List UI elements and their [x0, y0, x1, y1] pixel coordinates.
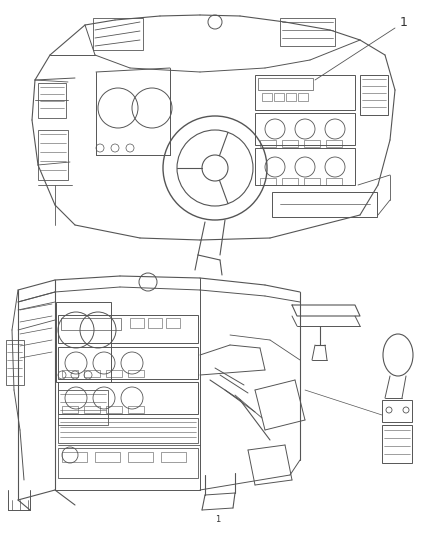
Bar	[255, 148, 355, 185]
Bar	[326, 178, 342, 185]
Bar	[62, 370, 78, 377]
Text: 1: 1	[400, 15, 408, 28]
Bar	[58, 390, 108, 425]
Bar	[304, 178, 320, 185]
Bar	[255, 75, 355, 110]
Bar	[95, 452, 120, 462]
Bar	[262, 93, 272, 101]
Bar	[38, 130, 68, 180]
Bar	[255, 113, 355, 145]
Bar	[304, 140, 320, 147]
Bar	[148, 318, 162, 328]
Bar	[58, 418, 198, 443]
Bar	[56, 302, 111, 382]
Bar	[62, 406, 78, 413]
Bar	[298, 93, 308, 101]
Bar	[272, 192, 377, 217]
Bar	[128, 370, 144, 377]
Bar	[360, 75, 388, 115]
Bar	[58, 347, 198, 379]
Bar	[58, 315, 198, 343]
Text: 1: 1	[215, 515, 221, 524]
Bar	[382, 400, 412, 422]
Bar	[274, 93, 284, 101]
Bar	[58, 382, 198, 414]
Bar	[260, 140, 276, 147]
Bar	[382, 425, 412, 463]
Bar	[166, 318, 180, 328]
Bar	[6, 340, 24, 385]
Bar	[106, 406, 122, 413]
Bar	[38, 83, 66, 118]
Bar	[130, 318, 144, 328]
Bar	[258, 78, 313, 90]
Bar	[286, 93, 296, 101]
Bar	[260, 178, 276, 185]
Bar	[161, 452, 186, 462]
Bar	[84, 370, 100, 377]
Bar	[128, 406, 144, 413]
Bar	[282, 178, 298, 185]
Bar	[61, 318, 121, 330]
Bar	[282, 140, 298, 147]
Bar	[326, 140, 342, 147]
Bar	[84, 406, 100, 413]
Bar	[62, 452, 87, 462]
Bar	[128, 452, 153, 462]
Bar	[280, 18, 335, 46]
Bar	[58, 448, 198, 478]
Bar	[93, 18, 143, 50]
Bar	[106, 370, 122, 377]
